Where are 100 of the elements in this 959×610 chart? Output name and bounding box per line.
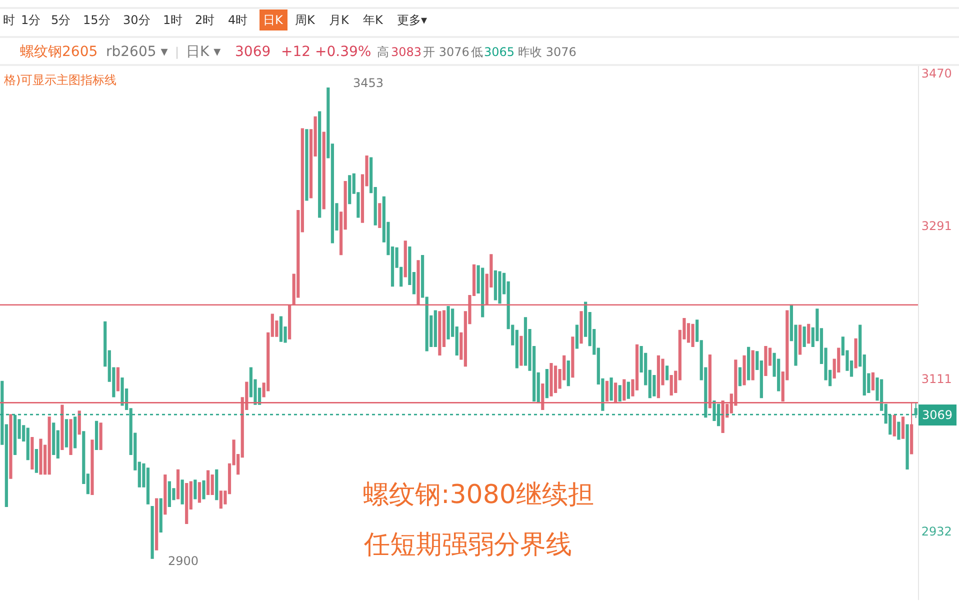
candlestick (90, 440, 94, 496)
candlestick (74, 416, 77, 448)
text: 时 (3, 13, 15, 27)
candlestick (656, 355, 660, 398)
text: 月K (329, 13, 350, 27)
candlestick (554, 366, 558, 393)
candlestick (914, 402, 918, 418)
candlestick (566, 360, 570, 386)
candlestick (34, 448, 38, 473)
annotation: 螺纹钢:3080继续担 (363, 480, 594, 510)
candlestick (78, 410, 81, 435)
candlestick (52, 422, 56, 456)
candlestick (610, 378, 613, 401)
candlestick (738, 367, 742, 386)
candlestick (764, 346, 768, 376)
text: 3065 (484, 45, 515, 59)
candlestick (176, 469, 180, 500)
annotation: 3453 (353, 76, 384, 90)
candlestick (580, 311, 583, 344)
candlestick (901, 416, 905, 439)
candlestick (164, 474, 167, 515)
candlestick (94, 420, 98, 450)
candlestick (146, 468, 150, 504)
candlestick (498, 271, 502, 304)
text: 年K (363, 13, 384, 27)
candlestick (494, 270, 498, 300)
text: 3083 (391, 45, 422, 59)
candlestick (481, 268, 484, 318)
y-tick-label: 2932 (921, 524, 952, 538)
text: 1时 (163, 13, 183, 27)
text: 开 3076 (423, 45, 470, 59)
candlestick (194, 480, 197, 500)
candlestick (550, 363, 553, 396)
text: 30分 (123, 13, 150, 27)
text: 低 (471, 45, 483, 59)
y-tick-label: 3291 (921, 218, 952, 233)
candlestick (180, 480, 184, 504)
candlestick (854, 338, 858, 368)
candlestick (906, 424, 909, 470)
text: 更多▾ (397, 13, 428, 27)
text: 日K ▾ (186, 44, 221, 60)
candlestick (202, 480, 206, 500)
ref-line-label: 3069 (922, 408, 953, 422)
candlestick (159, 498, 162, 532)
text: rb2605 ▾ (106, 44, 168, 60)
text: +0.39% (315, 44, 372, 60)
annotation: 2900 (168, 554, 199, 568)
candlestick (618, 385, 622, 402)
text: 周K (295, 13, 316, 27)
y-tick-label: 3111 (921, 372, 952, 386)
candlestick (30, 437, 34, 470)
candlestick (716, 404, 720, 426)
candlestick (798, 324, 802, 355)
text: 3069 (235, 44, 271, 60)
candlestick (215, 469, 218, 500)
text: 2时 (195, 13, 215, 27)
candlestick (575, 324, 579, 349)
candlestick (318, 111, 322, 218)
candlestick (626, 382, 630, 399)
candlestick (69, 419, 72, 456)
text: +12 (281, 44, 311, 60)
candlestick (751, 350, 754, 380)
candlestick (116, 367, 120, 392)
candlestick (48, 416, 51, 475)
candlestick (155, 498, 158, 550)
y-tick-label: 3470 (921, 66, 952, 81)
candlestick (210, 474, 214, 496)
candlestick (9, 414, 12, 479)
text: 昨收 3076 (518, 45, 576, 59)
candlestick (666, 366, 669, 380)
text: 1分 (21, 13, 41, 27)
candlestick (185, 482, 188, 524)
candlestick (871, 372, 875, 390)
text: 日K (263, 13, 284, 27)
candlestick (120, 378, 124, 406)
candlestick (198, 482, 202, 503)
candlestick (571, 336, 574, 378)
candlestick (99, 422, 102, 450)
text: 15分 (83, 13, 110, 27)
candlestick (807, 324, 810, 344)
candlestick (39, 438, 42, 475)
annotation: 任短期强弱分界线 (363, 530, 572, 560)
annotation: 格)可显示主图指标线 (3, 73, 117, 87)
candlestick (802, 326, 806, 348)
text: 5分 (51, 13, 71, 27)
candlestick (64, 419, 68, 448)
candlestick (305, 129, 308, 201)
candlestick (545, 369, 548, 398)
candlestick (206, 470, 210, 496)
text: 高 (377, 45, 389, 59)
candlestick (322, 132, 326, 210)
candlestick (378, 203, 382, 228)
candlestick (404, 240, 407, 278)
candlestick (446, 306, 450, 340)
candlestick (438, 311, 442, 356)
candlestick (670, 374, 673, 396)
candlestick (691, 324, 694, 348)
text: 螺纹钢2605 (20, 44, 98, 60)
candlestick (742, 355, 746, 386)
candlestick (279, 316, 283, 342)
